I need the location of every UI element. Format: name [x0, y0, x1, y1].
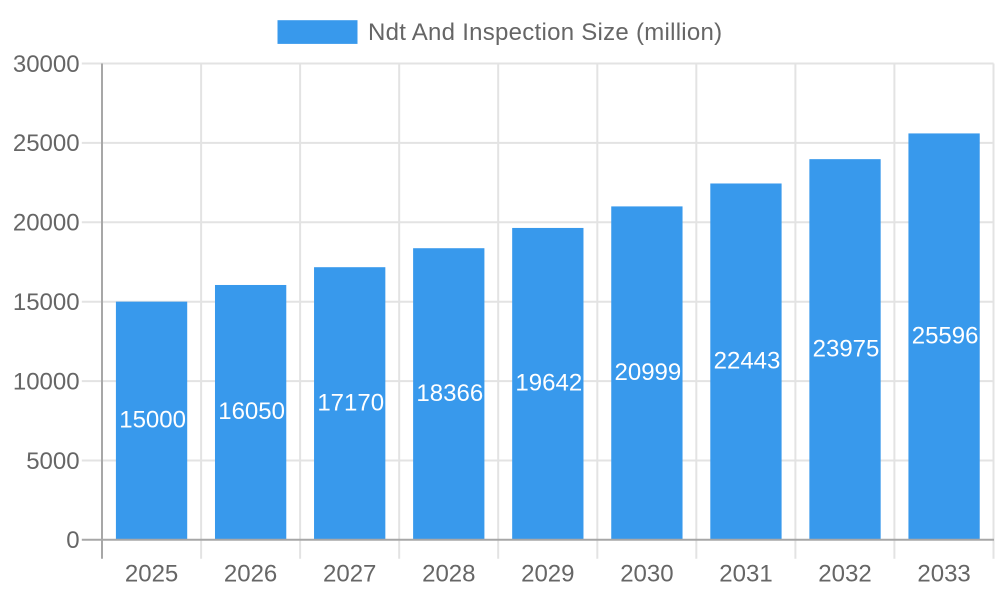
svg-text:25000: 25000 — [13, 130, 80, 157]
svg-text:2032: 2032 — [818, 560, 871, 587]
svg-text:30000: 30000 — [13, 51, 80, 78]
svg-text:23975: 23975 — [813, 335, 880, 362]
svg-text:2026: 2026 — [224, 560, 277, 587]
svg-text:5000: 5000 — [26, 448, 79, 475]
svg-text:17170: 17170 — [317, 389, 384, 416]
svg-text:15000: 15000 — [13, 289, 80, 316]
svg-text:2027: 2027 — [323, 560, 376, 587]
svg-text:2033: 2033 — [917, 560, 970, 587]
svg-text:18366: 18366 — [416, 380, 483, 407]
svg-text:2029: 2029 — [521, 560, 574, 587]
svg-text:20999: 20999 — [615, 359, 682, 386]
svg-text:2028: 2028 — [422, 560, 475, 587]
svg-text:22443: 22443 — [714, 347, 781, 374]
svg-text:20000: 20000 — [13, 210, 80, 237]
svg-text:Ndt And Inspection Size (milli: Ndt And Inspection Size (million) — [368, 19, 722, 46]
svg-text:0: 0 — [66, 527, 79, 554]
svg-text:15000: 15000 — [119, 407, 186, 434]
svg-text:10000: 10000 — [13, 368, 80, 395]
svg-text:2030: 2030 — [620, 560, 673, 587]
svg-text:16050: 16050 — [218, 398, 285, 425]
svg-text:2031: 2031 — [719, 560, 772, 587]
svg-text:19642: 19642 — [515, 370, 582, 397]
svg-text:2025: 2025 — [125, 560, 178, 587]
svg-text:25596: 25596 — [912, 322, 979, 349]
